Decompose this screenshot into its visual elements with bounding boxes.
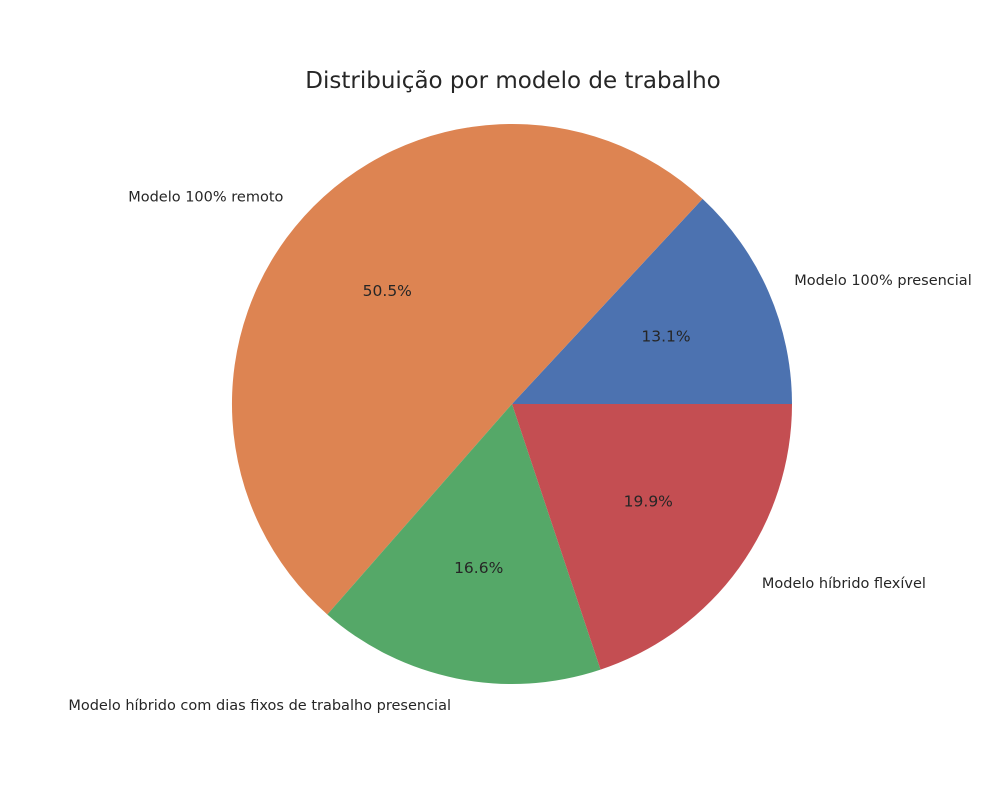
chart-title: Distribuição por modelo de trabalho (305, 68, 720, 94)
pie-labels: Modelo 100% presencial 13.1% Modelo 100% r… (68, 190, 971, 714)
pie-slice-modelo-100-presencial (512, 198, 792, 404)
slice-percent-label: 16.6% (454, 559, 503, 577)
pie-slices (231, 123, 792, 685)
slice-percent-label: 50.5% (363, 282, 412, 300)
pie-slice-modelo-100-remoto (231, 123, 703, 615)
pie-slice-modelo-hibrido-com-dias-fixos-de-trabalho-presencial (327, 404, 601, 685)
slice-label: Modelo 100% remoto (128, 190, 283, 206)
slice-label: Modelo híbrido flexível (762, 576, 926, 592)
slice-label: Modelo híbrido com dias fixos de trabalh… (68, 698, 451, 714)
pie-slice-modelo-hibrido-flexivel (512, 404, 792, 670)
slice-percent-label: 19.9% (624, 493, 673, 511)
slice-label: Modelo 100% presencial (794, 273, 971, 289)
slice-percent-label: 13.1% (641, 327, 690, 345)
